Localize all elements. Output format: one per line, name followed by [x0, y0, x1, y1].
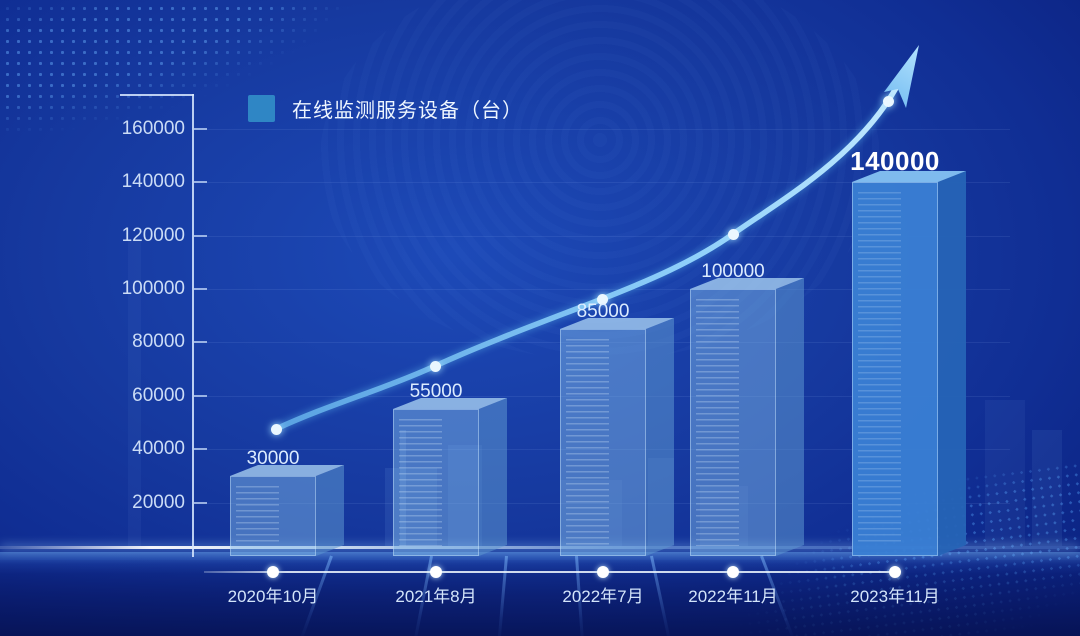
timeline-line: [204, 571, 896, 573]
y-tick-label: 80000: [132, 331, 185, 353]
trend-dot: [270, 423, 282, 435]
bar-side-face: [316, 465, 344, 556]
bar-value-label: 85000: [576, 301, 630, 322]
legend: 在线监测服务设备（台）: [248, 94, 523, 123]
y-tick: [194, 448, 207, 451]
bar-top-face: [852, 171, 966, 182]
y-tick-label: 100000: [121, 278, 185, 299]
y-tick-label: 20000: [132, 491, 185, 513]
x-axis-label: 2023年11月: [850, 587, 940, 606]
timeline-dot: [597, 566, 609, 578]
bar-front-face: [230, 476, 316, 556]
x-axis-label: 2022年7月: [562, 587, 644, 606]
timeline-dot: [889, 566, 901, 578]
legend-label: 在线监测服务设备（台）: [292, 100, 523, 122]
gridline: [207, 395, 1010, 397]
bar-top-face: [393, 398, 507, 409]
bar-side-face: [479, 398, 507, 556]
bar-value-label: 55000: [409, 381, 463, 402]
gridline: [207, 128, 1010, 130]
arrow-head-icon: [884, 45, 919, 108]
y-axis-line: [192, 94, 194, 557]
gridline: [207, 502, 1010, 504]
y-tick-label: 60000: [132, 384, 185, 406]
y-tick-label: 40000: [132, 438, 185, 460]
chart-baseline: [0, 546, 1080, 549]
trend-dot: [727, 228, 739, 240]
gridline: [207, 235, 1010, 237]
gridline: [207, 182, 1010, 184]
bar-front-face: [690, 289, 776, 556]
y-tick: [194, 234, 207, 237]
x-axis-label: 2022年11月: [688, 587, 778, 606]
y-tick: [194, 394, 207, 397]
y-axis-top-cap: [120, 94, 194, 96]
bar-top-face: [230, 465, 344, 476]
bar-stripe-texture: [236, 486, 279, 546]
bar-front-face: [393, 409, 479, 556]
bar-side-face: [776, 278, 804, 556]
bar-side-face: [646, 318, 674, 556]
y-tick: [194, 181, 207, 184]
x-axis-label: 2021年8月: [395, 587, 477, 606]
bar-stripe-texture: [566, 339, 609, 546]
y-tick-label: 120000: [121, 224, 185, 246]
bar-front-face: [852, 182, 938, 556]
y-tick: [194, 288, 207, 290]
x-axis-label: 2020年10月: [227, 587, 319, 606]
bar-front-face: [560, 329, 646, 556]
timeline-dot: [727, 566, 739, 578]
trend-dot: [596, 293, 608, 305]
trend-dot: [882, 95, 894, 107]
gridline: [207, 449, 1010, 451]
legend-swatch: [248, 95, 275, 122]
bar-side-face: [938, 171, 966, 556]
bar-stripe-texture: [696, 299, 739, 546]
y-tick: [194, 501, 207, 504]
y-tick: [194, 127, 207, 130]
bar-value-label: 100000: [701, 261, 765, 282]
bar-top-face: [560, 318, 674, 329]
y-tick-label: 140000: [121, 171, 185, 193]
gridline: [207, 342, 1010, 344]
timeline-dot: [267, 566, 279, 578]
timeline-dot: [430, 566, 442, 578]
trend-dot: [429, 360, 441, 372]
bar-stripe-texture: [858, 192, 901, 546]
bar-value-label: 140000: [850, 146, 940, 176]
bar-stripe-texture: [399, 419, 442, 546]
y-tick-label: 160000: [121, 117, 185, 139]
y-tick: [194, 341, 207, 344]
gridline: [207, 289, 1010, 290]
bar-value-label: 30000: [246, 448, 300, 469]
bar-top-face: [690, 278, 804, 289]
